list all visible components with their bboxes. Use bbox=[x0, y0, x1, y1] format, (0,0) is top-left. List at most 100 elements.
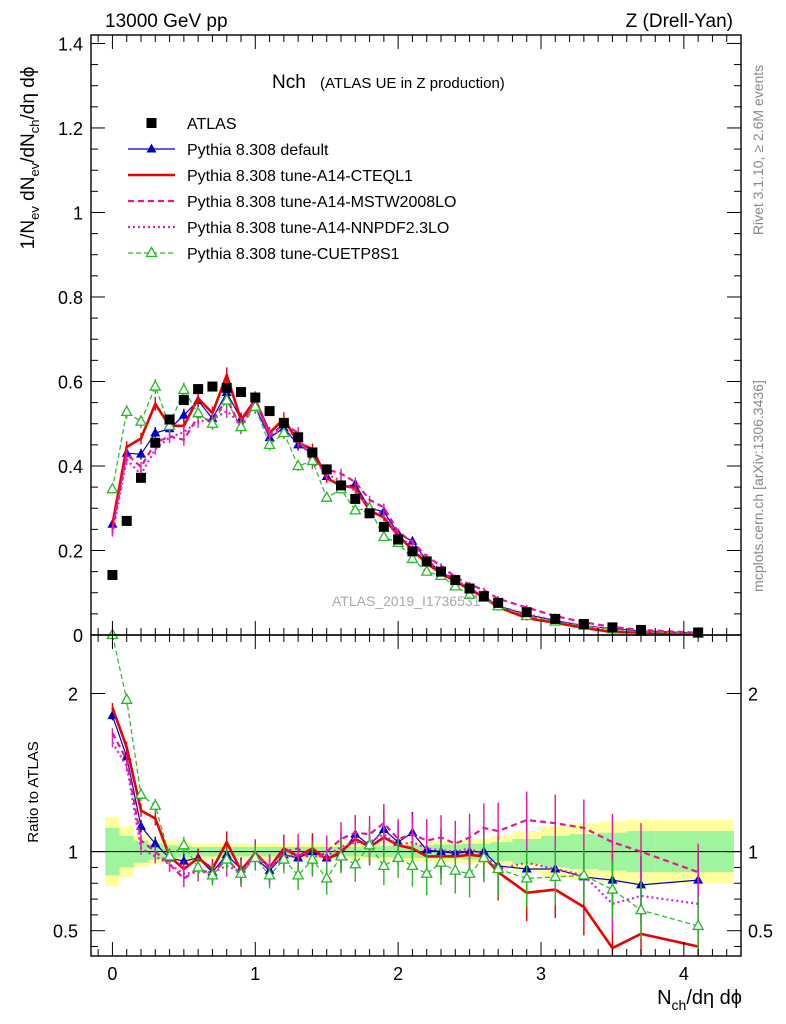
point-atlas bbox=[378, 521, 389, 532]
point-cuetp bbox=[406, 552, 419, 564]
plot-title-sub: (ATLAS UE in Z production) bbox=[320, 75, 505, 92]
point-atlas bbox=[193, 384, 204, 395]
ratio-point-cuetp bbox=[263, 868, 276, 880]
y-tick-label-main: 0.2 bbox=[58, 541, 83, 561]
legend: ATLAS Pythia 8.308 default Pythia 8.308 tu… bbox=[128, 116, 456, 263]
point-cuetp bbox=[263, 438, 276, 450]
legend-label-cteql1: Pythia 8.308 tune-A14-CTEQL1 bbox=[187, 168, 413, 185]
point-atlas bbox=[278, 417, 289, 428]
point-cuetp bbox=[249, 399, 262, 411]
point-default bbox=[178, 409, 189, 419]
y-tick-label-ratio: 1 bbox=[68, 843, 78, 863]
ratio-point-cuetp bbox=[406, 859, 419, 871]
point-atlas bbox=[207, 381, 218, 392]
y-tick-label-main: 0.6 bbox=[58, 372, 83, 392]
ratio-panel-frame bbox=[90, 634, 742, 957]
point-atlas bbox=[364, 508, 375, 519]
ratio-series-cuetp bbox=[106, 628, 705, 955]
y-tick-label-ratio-right: 1 bbox=[748, 843, 758, 863]
ratio-point-cuetp bbox=[306, 852, 319, 864]
ratio-point-cuetp bbox=[292, 868, 305, 880]
point-atlas bbox=[136, 472, 146, 483]
point-cuetp bbox=[292, 459, 305, 471]
ratio-point-cuetp bbox=[377, 859, 390, 871]
point-cuetp bbox=[449, 579, 462, 591]
ratio-point-cuetp bbox=[692, 919, 705, 931]
legend-label-nnpdf: Pythia 8.308 tune-A14-NNPDF2.3LO bbox=[187, 220, 449, 237]
ratio-point-cuetp bbox=[177, 838, 190, 850]
ratio-series-default bbox=[107, 710, 704, 914]
rivet-version-label: Rivet 3.1.10, ≥ 2.6M events bbox=[750, 65, 766, 235]
point-default bbox=[150, 427, 161, 437]
ratio-point-cuetp bbox=[420, 866, 433, 878]
y-axis-title-ratio: Ratio to ATLAS bbox=[25, 741, 42, 842]
series-line-cuetp bbox=[111, 384, 699, 635]
x-tick-label: 3 bbox=[536, 964, 546, 984]
ratio-point-cuetp bbox=[234, 866, 248, 878]
y-tick-label-ratio-right: 2 bbox=[748, 685, 758, 705]
y-tick-label-main: 1.2 bbox=[58, 119, 83, 139]
point-cuetp bbox=[120, 405, 133, 417]
point-cuetp bbox=[134, 414, 148, 426]
legend-label-atlas: ATLAS bbox=[187, 116, 237, 133]
ratio-point-cuetp bbox=[277, 852, 290, 864]
ratio-point-cuetp bbox=[249, 851, 262, 863]
series-atlas bbox=[107, 381, 704, 638]
plot-title-main: Nch bbox=[272, 72, 306, 93]
x-tick-label: 4 bbox=[679, 964, 689, 984]
legend-item-atlas: ATLAS bbox=[146, 116, 237, 133]
mcplots-source-label: mcplots.cern.ch [arXiv:1306.3436] bbox=[750, 380, 766, 592]
point-atlas bbox=[221, 382, 232, 393]
legend-item-cuetp: Pythia 8.308 tune-CUETP8S1 bbox=[128, 246, 400, 263]
point-atlas bbox=[121, 515, 132, 526]
ratio-point-cuetp bbox=[434, 855, 448, 867]
ratio-point-cuetp bbox=[477, 851, 490, 863]
header-right: Z (Drell-Yan) bbox=[626, 11, 733, 32]
point-atlas bbox=[578, 619, 589, 630]
y-tick-label-main: 0.4 bbox=[58, 457, 83, 477]
point-atlas bbox=[450, 575, 461, 586]
point-cuetp bbox=[463, 588, 476, 600]
point-atlas bbox=[107, 570, 118, 580]
legend-item-mstw: Pythia 8.308 tune-A14-MSTW2008LO bbox=[128, 194, 456, 211]
x-tick-label: 2 bbox=[393, 964, 403, 984]
point-atlas bbox=[236, 387, 246, 398]
ratio-line-nnpdf bbox=[111, 741, 699, 906]
point-atlas bbox=[350, 493, 361, 504]
point-atlas bbox=[164, 414, 175, 425]
panel-frames bbox=[90, 34, 742, 957]
point-cuetp bbox=[177, 383, 190, 395]
point-atlas bbox=[550, 613, 561, 624]
point-cuetp bbox=[306, 454, 319, 466]
y-tick-label-ratio-right: 0.5 bbox=[748, 922, 773, 942]
ratio-point-cuetp bbox=[349, 857, 362, 869]
point-cuetp bbox=[163, 419, 176, 430]
ratio-point-cuetp bbox=[463, 866, 476, 878]
point-cuetp bbox=[220, 393, 233, 405]
ratio-point-cuetp bbox=[449, 863, 462, 875]
ratio-panel-series bbox=[106, 628, 705, 956]
point-atlas bbox=[493, 597, 504, 608]
point-cuetp bbox=[149, 379, 162, 391]
ratio-point-cuetp bbox=[520, 871, 533, 883]
ratio-point-cuetp bbox=[392, 851, 405, 863]
ratio-point-cuetp bbox=[363, 838, 376, 850]
legend-marker-atlas bbox=[146, 118, 157, 128]
ratio-point-default bbox=[136, 820, 146, 830]
x-tick-label: 1 bbox=[250, 964, 260, 984]
y-tick-label-main: 1 bbox=[73, 203, 83, 223]
legend-item-default: Pythia 8.308 default bbox=[128, 142, 329, 159]
analysis-watermark: ATLAS_2019_I1736531 bbox=[332, 593, 481, 609]
point-cuetp bbox=[320, 490, 333, 502]
y-tick-label-main: 0.8 bbox=[58, 288, 83, 308]
point-cuetp bbox=[192, 406, 205, 418]
ratio-point-cuetp bbox=[606, 882, 619, 894]
point-cuetp bbox=[420, 564, 433, 576]
point-atlas bbox=[478, 591, 489, 602]
ratio-point-default bbox=[150, 838, 161, 848]
point-atlas bbox=[464, 583, 475, 594]
legend-marker-default bbox=[146, 143, 157, 153]
ratio-point-cuetp bbox=[549, 870, 562, 882]
point-atlas bbox=[393, 534, 404, 545]
